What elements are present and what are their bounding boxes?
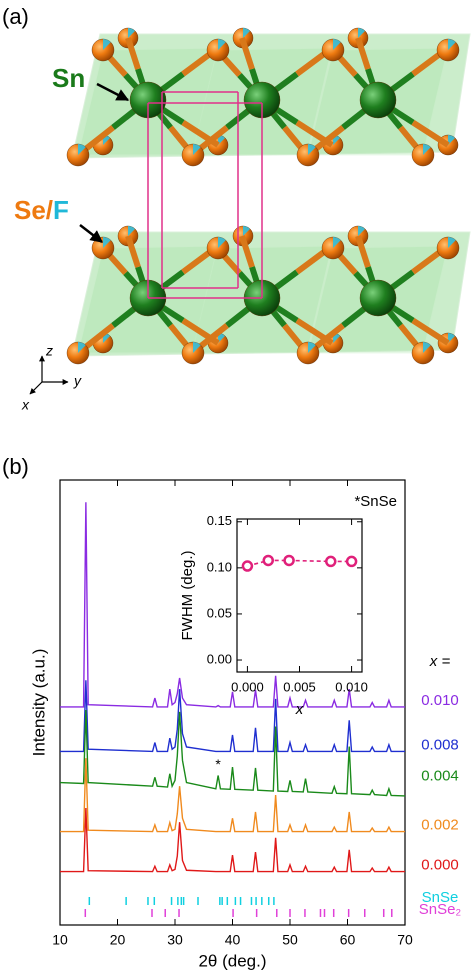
f-cap xyxy=(358,28,365,38)
f-cap xyxy=(243,226,250,236)
legend-title: x = xyxy=(429,653,451,670)
x-tick-label: 20 xyxy=(110,932,126,948)
f-cap xyxy=(128,28,135,38)
x-axis-label: 2θ (deg.) xyxy=(198,951,266,970)
bond xyxy=(239,37,255,70)
bond xyxy=(411,317,450,346)
y-tick-label: 0.15 xyxy=(207,513,232,528)
x-tick-label: 10 xyxy=(52,932,68,948)
panel-label: (b) xyxy=(2,454,29,479)
f-cap xyxy=(218,135,225,145)
y-tick-label: 0.10 xyxy=(207,559,232,574)
x-axis-label: x xyxy=(295,701,304,718)
axis-label: y xyxy=(73,373,82,389)
f-cap xyxy=(103,237,111,248)
series-label: 0.008 xyxy=(421,736,459,753)
f-cap xyxy=(308,144,316,155)
sn-atom xyxy=(359,81,397,119)
series-line xyxy=(60,758,405,833)
arrow xyxy=(79,224,103,243)
f-cap xyxy=(448,333,455,343)
x-tick-label: 0.000 xyxy=(231,679,264,694)
axis-label: z xyxy=(45,343,53,359)
reference-label: SnSe₂ xyxy=(419,901,462,918)
series-label: 0.002 xyxy=(421,817,459,834)
se-f-label: Se/F xyxy=(14,195,69,225)
f-cap xyxy=(193,144,201,155)
sn-atom xyxy=(359,279,397,317)
f-cap xyxy=(308,342,316,353)
x-tick-label: 30 xyxy=(167,932,183,948)
sn-label: Sn xyxy=(52,63,85,93)
x-tick-label: 70 xyxy=(397,932,413,948)
f-cap xyxy=(103,39,111,50)
f-cap xyxy=(218,39,226,50)
y-axis-label: FWHM (deg.) xyxy=(179,550,196,640)
series-line xyxy=(60,807,405,873)
bond xyxy=(355,235,371,268)
plot-frame xyxy=(236,518,363,673)
arrow xyxy=(96,82,130,102)
series-line xyxy=(60,502,405,708)
data-point xyxy=(283,554,295,567)
series-line xyxy=(60,680,405,753)
panel-label: (a) xyxy=(2,4,29,29)
f-cap xyxy=(218,237,226,248)
series-label: 0.004 xyxy=(421,768,459,785)
f-cap xyxy=(448,39,456,50)
x-tick-label: 0.005 xyxy=(283,679,316,694)
peak-marker: * xyxy=(215,756,221,772)
f-cap xyxy=(448,237,456,248)
f-cap xyxy=(243,28,250,38)
y-tick-label: 0.00 xyxy=(207,651,232,666)
x-tick-label: 50 xyxy=(282,932,298,948)
f-cap xyxy=(333,39,341,50)
f-cap xyxy=(128,226,135,236)
xrd-chart: 10 20 30 40 50 60 70 2θ (deg.) Intensity (a.u.) 0… xyxy=(29,479,462,970)
x-tick-label: 0.010 xyxy=(335,679,368,694)
bond xyxy=(411,119,450,148)
f-cap xyxy=(78,342,86,353)
f-cap xyxy=(423,342,431,353)
data-point xyxy=(241,560,254,572)
bond xyxy=(125,235,141,268)
data-point xyxy=(262,554,274,567)
f-cap xyxy=(448,135,455,145)
series-label: 0.010 xyxy=(421,692,459,709)
axis-label: x xyxy=(21,397,30,413)
bond xyxy=(125,37,141,70)
f-label: F xyxy=(53,195,69,225)
f-cap xyxy=(333,237,341,248)
f-cap xyxy=(193,342,201,353)
bond xyxy=(355,37,371,70)
bond xyxy=(239,235,255,268)
data-point xyxy=(325,555,337,568)
series-line xyxy=(59,710,406,797)
se-label: Se/ xyxy=(14,195,53,225)
crystal-structure xyxy=(66,27,471,365)
data-point xyxy=(345,555,358,568)
f-cap xyxy=(78,144,86,155)
series-label: 0.000 xyxy=(421,857,459,874)
f-cap xyxy=(218,333,225,343)
f-cap xyxy=(358,226,365,236)
y-axis-label: Intensity (a.u.) xyxy=(29,649,48,757)
y-tick-label: 0.05 xyxy=(207,605,232,620)
f-cap xyxy=(423,144,431,155)
x-tick-label: 60 xyxy=(340,932,356,948)
axis-arrow xyxy=(29,381,43,395)
reference-label: SnSe xyxy=(422,889,459,906)
x-tick-label: 40 xyxy=(225,932,241,948)
annotation: *SnSe xyxy=(354,493,397,510)
